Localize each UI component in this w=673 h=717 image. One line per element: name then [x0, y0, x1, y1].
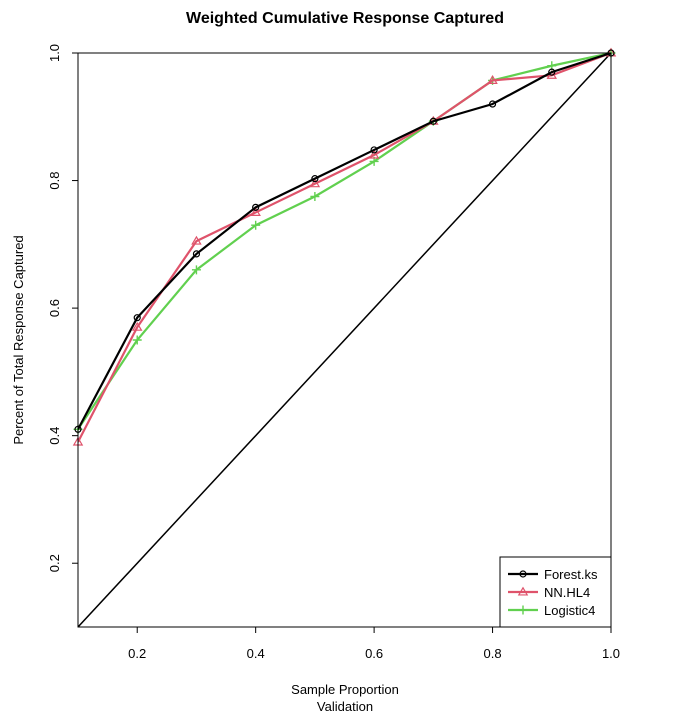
data-point-Logistic4-1	[132, 335, 142, 345]
x-axis-label: Sample Proportion	[291, 682, 399, 697]
chart-title: Weighted Cumulative Response Captured	[186, 10, 504, 27]
data-point-NN.HL4-4	[309, 178, 321, 188]
legend-label-NN.HL4: NN.HL4	[544, 585, 590, 600]
legend-label-Logistic4: Logistic4	[544, 603, 595, 618]
data-point-NN.HL4-3	[250, 207, 261, 216]
data-point-Forest.ks-2	[192, 250, 201, 258]
data-point-NN.HL4-7	[487, 75, 498, 84]
plot-frame	[77, 52, 612, 628]
data-point-Forest.ks-6	[429, 117, 437, 125]
series-line-Logistic4	[78, 53, 611, 430]
y-tick-label: 0.8	[47, 172, 62, 190]
data-point-Forest.ks-1	[133, 314, 141, 322]
legend-marker-NN.HL4	[517, 586, 529, 596]
legend-label-Forest.ks: Forest.ks	[544, 567, 598, 582]
legend: Forest.ks NN.HL4 Logistic4	[499, 556, 612, 628]
y-tick-label: 1.0	[47, 44, 62, 62]
x-tick-label: 1.0	[602, 646, 620, 661]
data-point-NN.HL4-2	[191, 235, 202, 245]
y-tick-label: 0.4	[47, 427, 62, 445]
data-point-Logistic4-4	[310, 192, 320, 201]
data-point-Forest.ks-7	[488, 100, 497, 108]
data-point-Forest.ks-5	[370, 146, 378, 154]
y-tick-label: 0.2	[47, 554, 62, 572]
x-tick-label: 0.6	[365, 646, 383, 661]
data-point-Logistic4-3	[251, 220, 261, 230]
data-point-Forest.ks-3	[252, 203, 260, 211]
data-point-NN.HL4-5	[368, 149, 380, 159]
data-point-NN.HL4-1	[131, 321, 143, 331]
x-tick-label: 0.8	[484, 646, 502, 661]
x-tick-label: 0.2	[128, 646, 146, 661]
x-axis-sublabel: Validation	[317, 699, 373, 714]
series-line-Forest.ks	[78, 53, 611, 430]
legend-marker-Logistic4	[518, 605, 528, 615]
data-point-Logistic4-2	[191, 265, 201, 275]
baseline-line	[78, 53, 611, 627]
data-point-Forest.ks-4	[311, 175, 319, 183]
y-tick-label: 0.6	[47, 299, 62, 317]
series-line-NN.HL4	[78, 53, 611, 443]
y-axis-label: Percent of Total Response Captured	[11, 235, 26, 444]
data-point-Forest.ks-8	[548, 68, 556, 76]
legend-marker-Forest.ks	[519, 570, 527, 578]
x-tick-label: 0.4	[247, 646, 265, 661]
plot-area	[72, 47, 617, 627]
axes: 0.2 0.4 0.6 0.8 1.0 0.2 0.4 0.6 0.8 1.0	[47, 44, 620, 661]
